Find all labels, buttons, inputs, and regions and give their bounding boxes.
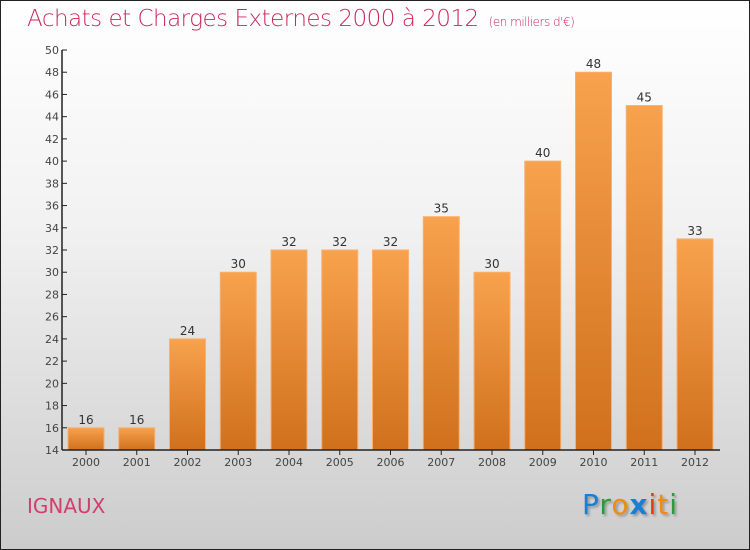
- x-tick-label: 2012: [681, 456, 709, 469]
- y-tick-label: 16: [45, 422, 59, 435]
- bar-2005: [321, 249, 359, 451]
- bar-2008: [473, 271, 511, 451]
- y-tick-label: 18: [45, 400, 59, 413]
- bar-2007: [422, 216, 460, 451]
- logo-letter: i: [648, 488, 658, 521]
- x-tick-label: 2002: [174, 456, 202, 469]
- logo-letter: t: [657, 488, 670, 521]
- data-label: 45: [637, 91, 652, 105]
- y-tick-label: 24: [45, 333, 59, 346]
- logo-letter: r: [599, 488, 612, 521]
- bar-2004: [270, 249, 308, 451]
- logo-letter: i: [669, 488, 679, 521]
- y-tick-label: 26: [45, 311, 59, 324]
- y-tick-label: 28: [45, 288, 59, 301]
- bar-2006: [372, 249, 409, 451]
- data-label: 32: [332, 235, 347, 249]
- y-tick-label: 38: [45, 177, 59, 190]
- y-tick-label: 20: [45, 377, 59, 390]
- chart-title: Achats et Charges Externes 2000 à 2012 (e…: [27, 6, 575, 32]
- data-label: 16: [78, 413, 93, 427]
- commune-name: IGNAUX: [27, 494, 106, 518]
- logo-letter: x: [629, 488, 649, 521]
- x-tick-label: 2001: [123, 456, 151, 469]
- x-tick-label: 2006: [377, 456, 405, 469]
- x-tick-label: 2004: [275, 456, 303, 469]
- x-tick-label: 2011: [630, 456, 658, 469]
- y-tick-label: 44: [45, 111, 59, 124]
- x-tick-label: 2010: [580, 456, 608, 469]
- bar-2009: [524, 160, 562, 451]
- x-tick-label: 2005: [326, 456, 354, 469]
- proxiti-logo: Proxiti: [582, 488, 678, 521]
- data-label: 35: [434, 202, 449, 216]
- bar-2002: [169, 338, 206, 451]
- x-tick-label: 2008: [478, 456, 506, 469]
- data-label: 32: [383, 235, 398, 249]
- y-tick-label: 22: [45, 355, 59, 368]
- x-tick-label: 2000: [72, 456, 100, 469]
- data-label: 30: [484, 257, 499, 271]
- logo-letter: P: [582, 488, 600, 521]
- logo-letter: o: [611, 488, 630, 521]
- data-label: 16: [129, 413, 144, 427]
- x-tick-label: 2009: [529, 456, 557, 469]
- data-label: 24: [180, 324, 195, 338]
- data-label: 32: [281, 235, 296, 249]
- bar-2011: [625, 105, 663, 451]
- bar-2003: [219, 271, 257, 451]
- x-tick-label: 2007: [427, 456, 455, 469]
- data-label: 48: [586, 57, 601, 71]
- data-label: 33: [687, 224, 702, 238]
- y-tick-label: 30: [45, 266, 59, 279]
- y-tick-label: 34: [45, 222, 59, 235]
- bar-2012: [676, 238, 714, 451]
- bar-2010: [575, 71, 612, 451]
- y-tick-label: 32: [45, 244, 59, 257]
- y-tick-label: 42: [45, 133, 59, 146]
- y-tick-label: 40: [45, 155, 59, 168]
- x-tick-label: 2003: [224, 456, 252, 469]
- y-tick-label: 36: [45, 200, 59, 213]
- bar-2000: [67, 427, 105, 451]
- data-label: 30: [231, 257, 246, 271]
- title-text: Achats et Charges Externes 2000 à 2012: [27, 6, 479, 32]
- y-tick-label: 14: [45, 444, 59, 457]
- y-tick-label: 48: [45, 66, 59, 79]
- y-tick-label: 50: [45, 44, 59, 57]
- chart-subtitle: (en milliers d'€): [488, 15, 575, 29]
- data-label: 40: [535, 146, 550, 160]
- y-tick-label: 46: [45, 88, 59, 101]
- bar-2001: [118, 427, 156, 451]
